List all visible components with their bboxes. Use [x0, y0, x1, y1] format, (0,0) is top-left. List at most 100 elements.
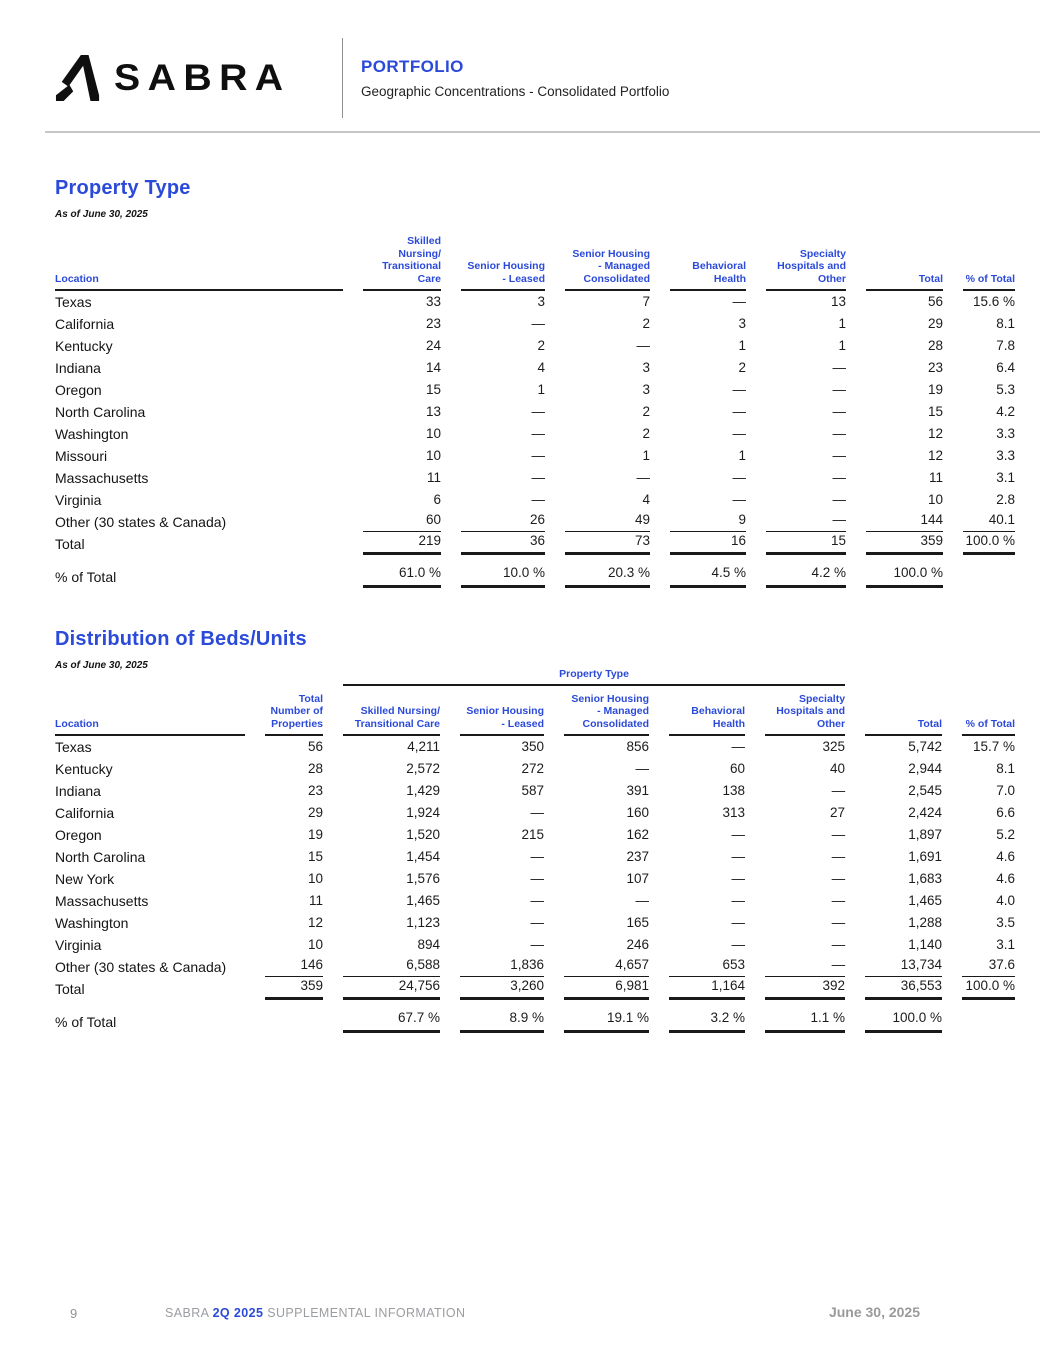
- table-row: Massachusetts 11 1,465 — — — — 1,465 4.0: [55, 890, 1015, 912]
- cell: 37.6: [942, 956, 1016, 978]
- cell: 10: [927, 492, 943, 507]
- footer-quarter: 2Q 2025: [212, 1306, 264, 1320]
- table-row: Indiana 23 1,429 587 391 138 — 2,545 7.0: [55, 780, 1015, 802]
- cell: 9: [650, 511, 746, 533]
- table-row: California 29 1,924 — 160 313 27 2,424 6.6: [55, 802, 1015, 824]
- column-header-pct-total: % of Total: [943, 230, 1015, 291]
- row-label: Total: [55, 536, 85, 552]
- table-row: Washington 10 — 2 — — 12 3.3: [55, 423, 1015, 445]
- row-label: Missouri: [55, 448, 108, 464]
- cell: 219: [343, 533, 441, 555]
- cell: 2,572: [406, 761, 440, 776]
- cell: 1,164: [649, 978, 745, 1000]
- cell: 3,260: [440, 978, 544, 1000]
- cell: —: [531, 404, 546, 419]
- cell: 350: [521, 739, 544, 754]
- cell: 1: [838, 338, 846, 353]
- cell: —: [732, 294, 747, 309]
- cell: 146: [245, 956, 323, 978]
- cell: 56: [307, 739, 323, 754]
- cell: 1,924: [406, 805, 440, 820]
- row-label: Kentucky: [55, 338, 113, 354]
- cell: 6,588: [323, 956, 440, 978]
- cell: —: [732, 470, 747, 485]
- cell: 56: [927, 294, 943, 309]
- row-label: Washington: [55, 915, 129, 931]
- cell: 60: [343, 511, 441, 533]
- footer-date: June 30, 2025: [828, 1304, 920, 1320]
- cell: 1,897: [908, 827, 943, 842]
- column-header-senior-housing-leased: Senior Housing - Leased: [440, 688, 544, 736]
- cell: 11: [308, 893, 323, 908]
- cell: 6: [433, 492, 441, 507]
- cell: 392: [745, 978, 846, 1000]
- group-spacer: [942, 668, 1015, 688]
- table-row: Total 359 24,756 3,260 6,981 1,164 392 36,553 10…: [55, 978, 1016, 1000]
- cell: 20.3 %: [545, 555, 650, 588]
- table-row: Other (30 states & Canada) 60 26 49 9—144 40.…: [55, 511, 1015, 533]
- cell: 24: [425, 338, 441, 353]
- table-row: Indiana 14 4 3 2 — 23 6.4: [55, 357, 1015, 379]
- cell: 33: [425, 294, 441, 309]
- table-row: Texas 56 4,211 350 856 — 325 5,742 15.7 %: [55, 736, 1015, 758]
- cell: 12: [307, 915, 323, 930]
- cell: —: [832, 404, 847, 419]
- cell: —: [732, 404, 747, 419]
- row-label: California: [55, 805, 115, 821]
- table-header-row: Location Total Number of Properties Skil…: [55, 688, 1016, 736]
- cell: 10: [425, 426, 441, 441]
- cell: 23: [425, 316, 441, 331]
- cell: 11: [426, 470, 441, 485]
- cell: 6.4: [996, 360, 1015, 375]
- header-text: PORTFOLIO Geographic Concentrations - Co…: [343, 57, 669, 99]
- cell: 272: [521, 761, 544, 776]
- row-label: Texas: [55, 739, 92, 755]
- column-header-behavioral-health: Behavioral Health: [650, 230, 746, 291]
- cell: —: [530, 915, 545, 930]
- cell: —: [731, 739, 746, 754]
- row-label: Massachusetts: [55, 470, 149, 486]
- cell: 5.3: [996, 382, 1015, 397]
- cell: 894: [417, 937, 440, 952]
- cell: —: [531, 316, 546, 331]
- cell: 1: [738, 448, 746, 463]
- cell: —: [832, 426, 847, 441]
- row-label: Kentucky: [55, 761, 113, 777]
- row-label: New York: [55, 871, 115, 887]
- column-header-senior-housing-leased: Senior Housing - Leased: [441, 230, 545, 291]
- row-label: Virginia: [55, 937, 102, 953]
- cell: —: [530, 849, 545, 864]
- cell: 36,553: [845, 978, 943, 1000]
- cell: 3: [642, 360, 650, 375]
- cell: 100.0 %: [943, 533, 1015, 555]
- section-title: Distribution of Beds/Units: [55, 628, 307, 650]
- cell: 653: [649, 956, 745, 978]
- column-header-skilled-nursing: Skilled Nursing/ Transitional Care: [323, 688, 440, 736]
- page-subtitle: Geographic Concentrations - Consolidated…: [361, 84, 670, 99]
- cell: 19: [307, 827, 323, 842]
- column-header-location: Location: [55, 688, 245, 736]
- cell: 12: [927, 448, 943, 463]
- row-label: Total: [55, 981, 85, 997]
- cell: 162: [626, 827, 649, 842]
- row-label: North Carolina: [55, 849, 146, 865]
- cell: 1: [642, 448, 650, 463]
- cell: 246: [626, 937, 649, 952]
- cell: 29: [307, 805, 323, 820]
- cell: 2: [537, 338, 545, 353]
- table-row: Texas 33 3 7—13 56 15.6 %: [55, 291, 1015, 313]
- cell: —: [832, 470, 847, 485]
- cell: 5.2: [996, 827, 1016, 842]
- cell: —: [831, 915, 846, 930]
- cell: —: [731, 871, 746, 886]
- cell: 23: [927, 360, 943, 375]
- row-label: % of Total: [55, 1013, 117, 1030]
- cell: 1: [838, 316, 846, 331]
- cell: 11: [928, 470, 943, 485]
- cell: —: [530, 871, 545, 886]
- cell: 13: [830, 294, 846, 309]
- row-label: Other (30 states & Canada): [55, 959, 227, 975]
- table-row: North Carolina 15 1,454 — 237 — — 1,691 4.6: [55, 846, 1015, 868]
- group-header-property-type: Property Type: [323, 668, 846, 688]
- cell: 3.1: [996, 937, 1016, 952]
